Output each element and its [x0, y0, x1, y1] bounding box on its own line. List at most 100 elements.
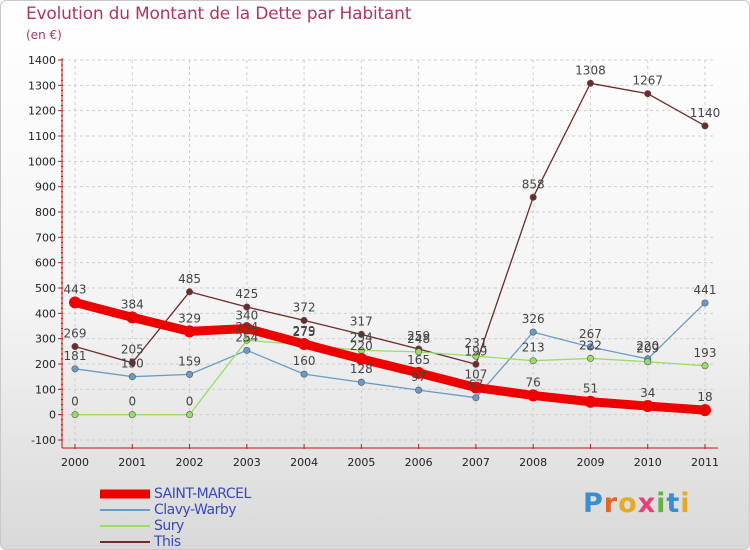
data-point-sury: [644, 358, 652, 366]
data-point-this: [529, 193, 537, 201]
y-tick-label-2: 100: [35, 383, 56, 396]
data-point-sury: [472, 352, 480, 360]
data-point-clavy-warby: [243, 346, 251, 354]
data-label-sury: 213: [522, 341, 545, 355]
data-label-this: 205: [121, 343, 144, 357]
y-tick-label-1: 0: [49, 409, 56, 422]
data-point-clavy-warby: [415, 386, 423, 394]
y-tick-label-14: 1300: [28, 79, 56, 92]
y-tick-label-3: 200: [35, 358, 56, 371]
x-tick-label-7: 2007: [462, 456, 490, 469]
data-point-this: [243, 303, 251, 311]
data-label-sury: 254: [350, 330, 373, 344]
data-point-clavy-warby: [529, 328, 537, 336]
data-label-saint-marcel: 165: [407, 353, 430, 367]
data-label-clavy-warby: 160: [293, 354, 316, 368]
logo-letter: t: [666, 488, 681, 519]
data-point-sury: [415, 348, 423, 356]
logo-letter: o: [618, 488, 638, 519]
chart-unit: (en €): [26, 28, 62, 42]
data-label-saint-marcel: 76: [526, 375, 541, 389]
data-label-sury: 294: [235, 320, 258, 334]
data-point-saint-marcel: [183, 325, 196, 338]
data-point-sury: [243, 336, 251, 344]
legend-item-sury: Sury: [100, 518, 251, 534]
data-label-clavy-warby: 326: [522, 312, 545, 326]
data-label-sury: 0: [71, 395, 79, 409]
data-label-clavy-warby: 159: [178, 354, 201, 368]
legend-item-this: This: [100, 534, 251, 550]
y-tick-label-15: 1400: [28, 54, 56, 67]
data-point-sury: [71, 411, 79, 419]
proxiti-logo: Proxiti: [583, 488, 691, 519]
data-label-this: 425: [235, 287, 258, 301]
legend-label-sury: Sury: [154, 518, 184, 534]
legend-item-saint-marcel: SAINT-MARCEL: [100, 486, 251, 502]
data-point-saint-marcel: [584, 395, 597, 408]
data-label-this: 1267: [632, 74, 663, 88]
data-point-saint-marcel: [298, 337, 311, 350]
data-point-saint-marcel: [355, 352, 368, 365]
legend-item-clavy-warby: Clavy-Warby: [100, 502, 251, 518]
logo-letter: i: [656, 488, 667, 519]
data-label-this: 199: [464, 344, 487, 358]
y-tick-label-11: 1000: [28, 155, 56, 168]
series-line-clavy-warby: [74, 302, 706, 399]
y-tick-label-12: 1100: [28, 130, 56, 143]
legend-swatch-saint-marcel: [100, 489, 150, 499]
data-label-this: 259: [407, 329, 430, 343]
x-tick-label-8: 2008: [519, 456, 547, 469]
y-tick-label-9: 800: [35, 206, 56, 219]
y-tick-label-10: 900: [35, 181, 56, 194]
legend-label-saint-marcel: SAINT-MARCEL: [154, 486, 251, 502]
data-point-clavy-warby: [71, 365, 79, 373]
data-label-clavy-warby: 267: [579, 327, 602, 341]
x-tick-label-3: 2003: [233, 456, 261, 469]
data-label-sury: 248: [407, 332, 430, 346]
data-label-clavy-warby: 181: [64, 349, 87, 363]
data-point-sury: [128, 411, 136, 419]
y-tick-label-13: 1200: [28, 105, 56, 118]
data-label-sury: 231: [464, 336, 487, 350]
x-tick-label-10: 2010: [634, 456, 662, 469]
data-point-saint-marcel: [699, 404, 711, 417]
data-label-this: 1140: [690, 106, 721, 120]
series-line-saint-marcel: [70, 297, 710, 415]
data-point-this: [586, 79, 594, 87]
data-label-sury: 222: [579, 338, 602, 352]
logo-letter: i: [680, 488, 691, 519]
x-tick-label-5: 2005: [347, 456, 375, 469]
data-point-clavy-warby: [472, 394, 480, 402]
data-point-this: [472, 360, 480, 368]
series-line-sury: [74, 339, 706, 416]
data-point-saint-marcel: [126, 311, 139, 324]
chart-title: Evolution du Montant de la Dette par Hab…: [26, 4, 412, 24]
data-label-saint-marcel: 18: [697, 390, 712, 404]
data-point-clavy-warby: [186, 370, 194, 378]
data-label-clavy-warby: 150: [121, 357, 144, 371]
y-tick-label-4: 300: [35, 333, 56, 346]
data-label-clavy-warby: 128: [350, 362, 373, 376]
data-label-this: 317: [350, 314, 373, 328]
series-line-this: [74, 82, 706, 365]
data-point-this: [300, 316, 308, 324]
x-tick-label-4: 2004: [290, 456, 318, 469]
legend-swatch-this: [100, 541, 150, 543]
y-tick-label-8: 700: [35, 231, 56, 244]
data-point-this: [186, 288, 194, 296]
x-tick-label-6: 2006: [405, 456, 433, 469]
x-tick-label-0: 2000: [61, 456, 89, 469]
data-point-clavy-warby: [300, 370, 308, 378]
data-label-sury: 193: [694, 346, 717, 360]
data-label-sury: 275: [293, 325, 316, 339]
data-point-clavy-warby: [357, 378, 365, 386]
y-tick-label-5: 400: [35, 307, 56, 320]
data-point-this: [128, 359, 136, 367]
logo-letter: r: [603, 488, 619, 519]
data-label-this: 485: [178, 272, 201, 286]
legend-label-clavy-warby: Clavy-Warby: [154, 502, 237, 518]
x-tick-label-11: 2011: [691, 456, 719, 469]
data-point-this: [701, 122, 709, 130]
